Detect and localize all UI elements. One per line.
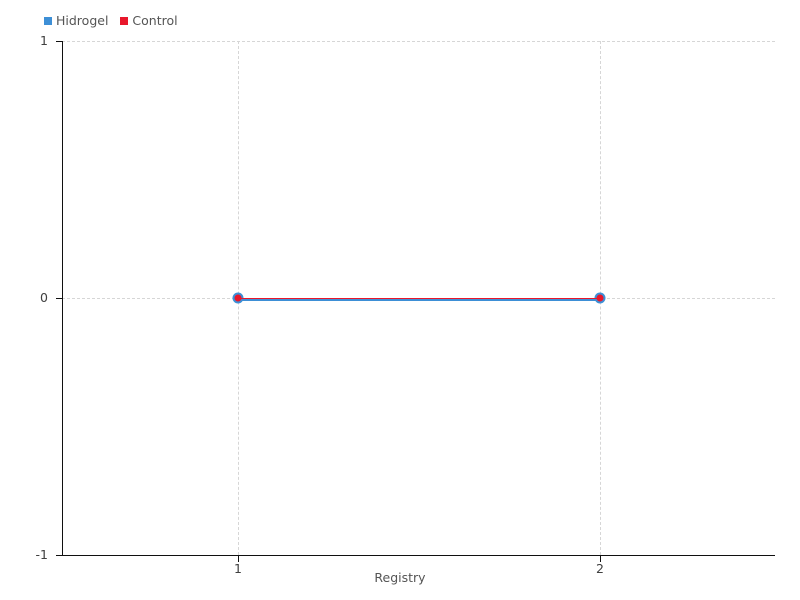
plot-area <box>62 41 775 555</box>
x-axis-line <box>62 555 775 556</box>
series-line-hidrogel <box>238 298 600 301</box>
chart-legend: Hidrogel Control <box>44 13 178 29</box>
legend-swatch-control <box>120 17 129 25</box>
y-tick-label-0: 0 <box>40 290 48 305</box>
legend-item-hidrogel[interactable]: Hidrogel <box>44 12 109 28</box>
y-tick-label-1: 1 <box>40 33 48 48</box>
series-line-control <box>238 298 600 299</box>
x-tick-label-2: 2 <box>596 561 604 576</box>
legend-label-hidrogel: Hidrogel <box>56 12 109 28</box>
x-tick-mark-1 <box>238 555 239 562</box>
x-tick-mark-2 <box>600 555 601 562</box>
y-tick-mark-0 <box>56 298 63 299</box>
data-point-control-2[interactable] <box>596 294 604 302</box>
gridline-y-1 <box>62 41 775 42</box>
data-point-control-1[interactable] <box>234 294 242 302</box>
legend-swatch-hidrogel <box>44 17 52 25</box>
y-tick-mark-1 <box>56 41 63 42</box>
y-tick-label-neg1: -1 <box>35 547 48 562</box>
y-tick-mark-neg1 <box>56 555 63 556</box>
x-axis-title: Registry <box>374 570 426 585</box>
x-tick-label-1: 1 <box>234 561 242 576</box>
legend-item-control[interactable]: Control <box>120 12 178 28</box>
legend-label-control: Control <box>132 12 178 28</box>
